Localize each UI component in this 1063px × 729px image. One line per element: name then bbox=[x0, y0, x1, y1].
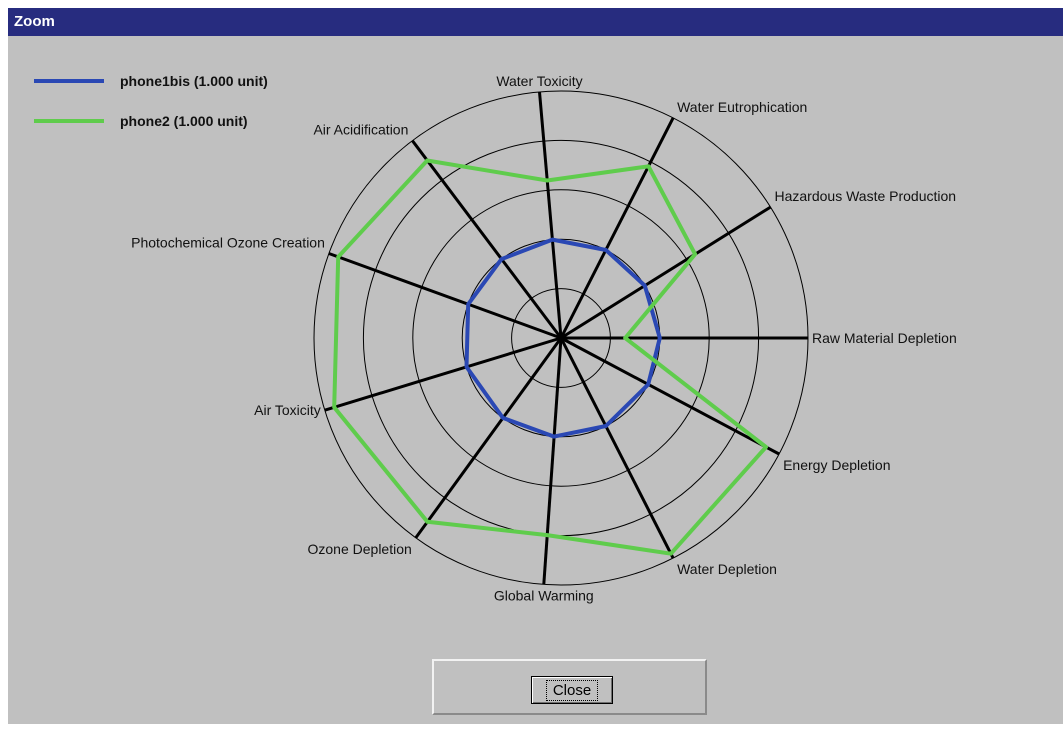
category-label-8: Global Warming bbox=[494, 587, 594, 603]
category-label-6: Air Toxicity bbox=[254, 402, 321, 418]
category-label-3: Water Toxicity bbox=[496, 73, 582, 89]
category-label-7: Ozone Depletion bbox=[308, 541, 412, 557]
close-button-label: Close bbox=[546, 680, 598, 701]
legend-label-2: phone2 (1.000 unit) bbox=[120, 113, 248, 129]
spoke-1 bbox=[561, 207, 771, 338]
category-label-5: Photochemical Ozone Creation bbox=[131, 235, 325, 251]
spoke-8 bbox=[544, 338, 561, 584]
spoke-9 bbox=[561, 338, 673, 558]
zoom-window: Zoom Raw Material Depletion Hazardous Was… bbox=[8, 8, 1063, 724]
category-label-1: Hazardous Waste Production bbox=[775, 188, 957, 204]
close-button[interactable]: Close bbox=[531, 676, 613, 704]
radar-chart: Raw Material Depletion Hazardous Waste Pr… bbox=[8, 8, 1063, 724]
category-label-2: Water Eutrophication bbox=[677, 99, 807, 115]
category-label-10: Energy Depletion bbox=[783, 457, 890, 473]
spoke-10 bbox=[561, 338, 779, 454]
category-label-0: Raw Material Depletion bbox=[812, 330, 957, 346]
spoke-7 bbox=[416, 338, 561, 538]
category-label-9: Water Depletion bbox=[677, 561, 777, 577]
spoke-6 bbox=[325, 338, 561, 410]
spoke-3 bbox=[540, 92, 562, 338]
legend-label-1: phone1bis (1.000 unit) bbox=[120, 73, 268, 89]
category-label-4: Air Acidification bbox=[313, 122, 408, 138]
spoke-2 bbox=[561, 118, 673, 338]
